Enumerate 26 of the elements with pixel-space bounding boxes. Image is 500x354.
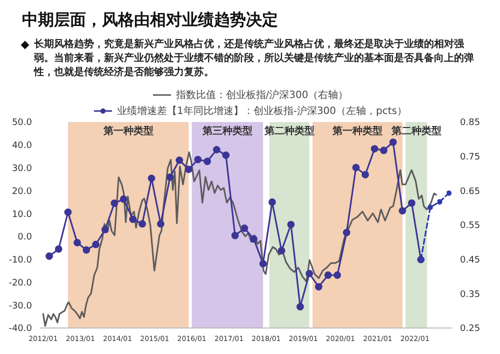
band-label: 第一种类型 xyxy=(102,125,154,138)
y-tick-label: 10.0 xyxy=(12,210,32,220)
legend-label: 指数比值：创业板指/沪深300（右轴） xyxy=(176,88,348,102)
chart-title: 中期层面，风格由相对业绩趋势决定 xyxy=(22,10,278,31)
y-tick-label: -30.0 xyxy=(8,301,32,312)
y-tick-label: 30.0 xyxy=(12,164,32,174)
band-label: 第三种类型 xyxy=(201,125,252,138)
y-tick-label: -10.0 xyxy=(8,256,32,266)
band-label: 第二种类型 xyxy=(390,125,442,138)
y2-tick-label: 0.25 xyxy=(460,324,480,334)
band-label: 第一种类型 xyxy=(331,125,382,138)
chart-subtitle: 长期风格趋势，究竟是新兴产业风格占优，还是传统产业风格占优，最终还是取决于业绩的相对强弱。当前来看，新兴产业仍然处于业绩不错的阶段，所以关键是传统产业的基本面是否具备向上的弹性，也就是传统经济是否能够强力复苏。 xyxy=(34,38,475,80)
y-tick-label: -40.0 xyxy=(8,324,32,334)
y2-tick-label: 0.75 xyxy=(460,152,480,163)
y-tick-label: 0.0 xyxy=(18,232,32,243)
y-tick-label: 50.0 xyxy=(12,118,32,128)
y2-tick-label: 0.85 xyxy=(460,118,480,128)
y-tick-label: 20.0 xyxy=(12,186,32,197)
y2-tick-label: 0.35 xyxy=(460,290,480,300)
y2-tick-label: 0.55 xyxy=(460,221,480,232)
y2-tick-label: 0.65 xyxy=(460,186,480,197)
y2-tick-label: 0.45 xyxy=(460,256,480,266)
y-tick-label: 40.0 xyxy=(12,141,32,152)
y-tick-label: -20.0 xyxy=(8,278,32,288)
legend-label: 业绩增速差【1年同比增速】：创业板指-沪深300（左轴，pcts） xyxy=(116,104,408,118)
band-label: 第二种类型 xyxy=(263,125,314,138)
